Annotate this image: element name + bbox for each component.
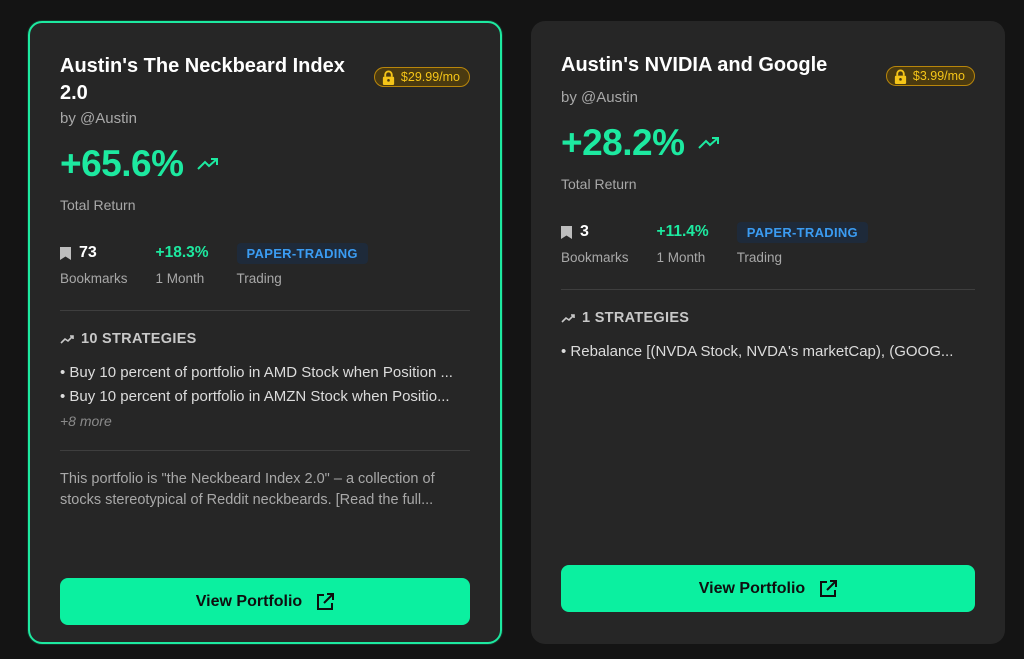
trending-up-icon (561, 314, 575, 323)
strategy-item: • Buy 10 percent of portfolio in AMZN St… (60, 388, 450, 405)
card-header: Austin's The Neckbeard Index 2.0 $29.99/… (60, 53, 470, 107)
trading-stat: PAPER-TRADING Trading (236, 241, 368, 286)
total-return-value: +28.2% (561, 122, 685, 163)
strategy-item: • Rebalance [(NVDA Stock, NVDA's marketC… (561, 343, 954, 360)
trading-mode-badge: PAPER-TRADING (236, 242, 368, 264)
price-label: $29.99/mo (400, 70, 460, 84)
strategies-heading: 1 STRATEGIES (561, 310, 975, 326)
month-label: 1 Month (155, 271, 205, 286)
month-label: 1 Month (656, 250, 706, 265)
external-link-icon (820, 579, 838, 597)
external-link-icon (317, 592, 335, 610)
portfolio-description: This portfolio is "the Neckbeard Index 2… (60, 471, 435, 508)
strategy-item: • Buy 10 percent of portfolio in AMD Sto… (60, 364, 453, 381)
portfolio-title: Austin's The Neckbeard Index 2.0 (60, 55, 345, 104)
strategies-heading-label: 1 STRATEGIES (582, 310, 690, 326)
total-return-label: Total Return (561, 176, 637, 192)
trending-up-icon (697, 137, 719, 149)
month-stat: +11.4% 1 Month (657, 220, 709, 265)
trading-label: Trading (736, 250, 782, 265)
view-portfolio-button[interactable]: View Portfolio (60, 578, 470, 625)
bookmarks-count: 3 (580, 223, 589, 240)
view-portfolio-label: View Portfolio (698, 579, 806, 597)
strategies-heading: 10 STRATEGIES (60, 331, 470, 347)
view-portfolio-button[interactable]: View Portfolio (561, 565, 975, 612)
trading-stat: PAPER-TRADING Trading (736, 220, 868, 265)
trading-label: Trading (236, 271, 282, 286)
total-return-value: +65.6% (60, 143, 184, 184)
trending-up-icon (196, 158, 218, 170)
card-header: Austin's NVIDIA and Google $3.99/mo (561, 52, 975, 86)
author-label[interactable]: by @Austin (60, 110, 137, 127)
bookmarks-stat: 73 Bookmarks (60, 241, 128, 286)
author-label[interactable]: by @Austin (561, 89, 638, 106)
total-return: +28.2% (561, 122, 975, 164)
month-return-value: +18.3% (155, 244, 209, 261)
strategy-list: • Rebalance [(NVDA Stock, NVDA's marketC… (561, 340, 975, 364)
total-return: +65.6% (60, 143, 470, 185)
portfolio-title: Austin's NVIDIA and Google (561, 54, 828, 76)
bookmarks-label: Bookmarks (60, 271, 128, 286)
month-return-value: +11.4% (656, 223, 709, 240)
trending-up-icon (60, 335, 74, 344)
strategy-list: • Buy 10 percent of portfolio in AMD Sto… (60, 361, 470, 409)
price-label: $3.99/mo (912, 69, 965, 83)
view-portfolio-label: View Portfolio (195, 592, 303, 610)
bookmark-icon[interactable] (60, 246, 71, 260)
bookmarks-label: Bookmarks (561, 250, 629, 265)
stats-row: 3 Bookmarks +11.4% 1 Month PAPER-TRADING… (561, 220, 975, 265)
total-return-label: Total Return (60, 197, 136, 213)
divider (561, 289, 975, 290)
divider (60, 450, 470, 451)
month-stat: +18.3% 1 Month (156, 241, 209, 286)
portfolio-card[interactable]: Austin's NVIDIA and Google $3.99/mo by @… (531, 21, 1005, 644)
more-strategies: +8 more (60, 413, 112, 429)
price-badge: $29.99/mo (373, 67, 470, 87)
portfolio-card[interactable]: Austin's The Neckbeard Index 2.0 $29.99/… (28, 21, 502, 644)
bookmarks-count: 73 (79, 244, 97, 261)
strategies-heading-label: 10 STRATEGIES (81, 331, 197, 347)
trading-mode-badge: PAPER-TRADING (736, 221, 868, 243)
stats-row: 73 Bookmarks +18.3% 1 Month PAPER-TRADIN… (60, 241, 470, 286)
bookmark-icon[interactable] (561, 225, 572, 239)
bookmarks-stat: 3 Bookmarks (561, 220, 629, 265)
price-badge: $3.99/mo (885, 66, 975, 86)
lock-icon (382, 70, 395, 85)
lock-icon (894, 69, 906, 84)
divider (60, 310, 470, 311)
